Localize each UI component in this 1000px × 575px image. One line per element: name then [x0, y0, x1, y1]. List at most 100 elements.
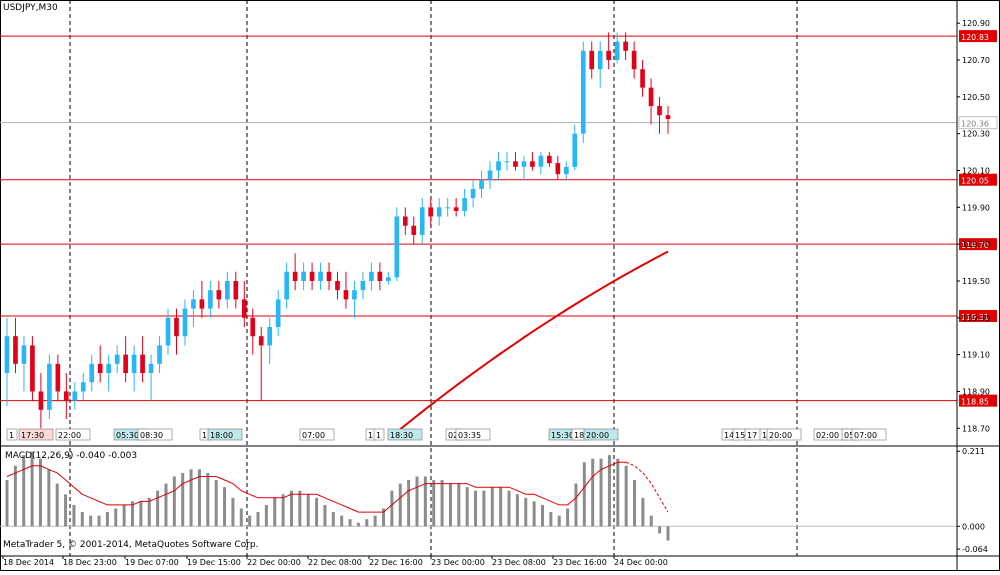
copyright-label: MetaTrader 5, © 2001-2014, MetaQuotes So… — [3, 540, 259, 550]
session-tag — [18, 428, 54, 441]
macd-bar — [348, 519, 352, 527]
macd-bar — [38, 458, 42, 527]
price-tick-label: 118.90 — [962, 387, 990, 396]
macd-bar — [231, 497, 235, 527]
macd-bar — [423, 476, 427, 527]
macd-bar — [64, 494, 68, 527]
session-tag-label: 07:00 — [302, 431, 325, 440]
session-tag-label: 20:00 — [769, 431, 792, 440]
time-label: 22 Dec 00:00 — [247, 558, 301, 567]
candle-body — [106, 363, 112, 374]
macd-bar — [223, 487, 227, 527]
candle-body — [352, 290, 357, 300]
session-tag-label: 02 — [448, 431, 458, 440]
candle-body — [63, 391, 69, 401]
candle-body — [470, 188, 476, 199]
candle-body — [394, 216, 400, 278]
session-tag-label: 08:30 — [140, 431, 163, 440]
macd-bar — [474, 490, 478, 527]
candle-body — [55, 363, 61, 392]
session-tag-label: 22:00 — [58, 431, 81, 440]
price-tick-label: 120.70 — [962, 56, 990, 65]
price-tick-label: 120.30 — [962, 130, 990, 139]
macd-label: MACD(12,26,9) -0.040 -0.003 — [5, 451, 138, 461]
candle-body — [547, 155, 552, 164]
candle-body — [140, 354, 145, 374]
candle-body — [402, 216, 408, 226]
macd-panel — [0, 451, 957, 541]
level-price-tag — [959, 394, 997, 407]
candle-body — [496, 161, 501, 171]
candle-body — [521, 161, 527, 167]
candle-body — [386, 277, 391, 281]
candle-body — [4, 336, 10, 374]
macd-bar — [624, 465, 628, 527]
candle-body — [174, 317, 179, 337]
candle-body — [241, 299, 247, 318]
candle-body — [597, 50, 603, 70]
macd-bar — [382, 508, 386, 527]
candle-body — [258, 336, 264, 346]
level-price-tag — [959, 238, 997, 251]
macd-bar — [482, 490, 486, 527]
macd-bar — [515, 494, 519, 527]
price-tick-label: 119.90 — [962, 203, 990, 212]
macd-bar — [323, 504, 327, 527]
macd-bar — [524, 497, 528, 527]
candle-body — [530, 161, 535, 167]
macd-bar — [591, 458, 595, 527]
candle-body — [479, 179, 484, 189]
candle-body — [606, 50, 612, 61]
session-tag-label: 07:00 — [854, 431, 877, 440]
macd-bar — [440, 480, 444, 527]
macd-bar — [448, 483, 452, 527]
candle-body — [208, 290, 213, 309]
macd-bar — [97, 515, 101, 527]
macd-bar — [189, 469, 193, 527]
session-tag — [387, 428, 423, 441]
candle-body — [614, 41, 620, 61]
session-tag-label: 18 — [574, 431, 584, 440]
candle-body — [21, 345, 27, 364]
candle-body — [123, 354, 128, 374]
candle-body — [343, 290, 349, 300]
candle-body — [428, 207, 434, 217]
price-tick-label: 120.90 — [962, 19, 990, 28]
candle-body — [284, 271, 289, 300]
macd-bar — [22, 455, 26, 527]
candle-body — [72, 391, 78, 401]
candle-body — [191, 299, 196, 309]
macd-bar — [214, 480, 218, 527]
candle-body — [360, 280, 366, 291]
candle-body — [631, 50, 637, 70]
session-tag — [6, 428, 18, 441]
candle-body — [453, 207, 459, 212]
macd-bar — [633, 480, 637, 527]
session-tag-label: 15 — [735, 431, 745, 440]
macd-bar — [398, 483, 402, 527]
candle-body — [30, 345, 35, 392]
session-tag — [455, 428, 491, 441]
macd-bar — [281, 494, 285, 527]
candles — [4, 32, 671, 429]
macd-bar — [457, 483, 461, 527]
candle-body — [225, 280, 230, 300]
horizontal-levels[interactable]: 120.83 120.05 119.70 119.31 118.85 120.36 — [0, 30, 998, 407]
macd-bar — [13, 465, 17, 527]
moving-average — [396, 250, 669, 433]
session-tag — [299, 428, 335, 441]
candle-body — [301, 271, 306, 281]
candle-body — [504, 161, 510, 163]
time-label: 23 Dec 08:00 — [492, 558, 546, 567]
macd-bar — [499, 487, 503, 527]
macd-bar — [264, 504, 268, 527]
candle-body — [538, 155, 544, 167]
macd-bar — [599, 458, 603, 527]
candle-body — [13, 336, 18, 364]
candle-body — [623, 41, 628, 51]
candle-body — [377, 271, 383, 281]
